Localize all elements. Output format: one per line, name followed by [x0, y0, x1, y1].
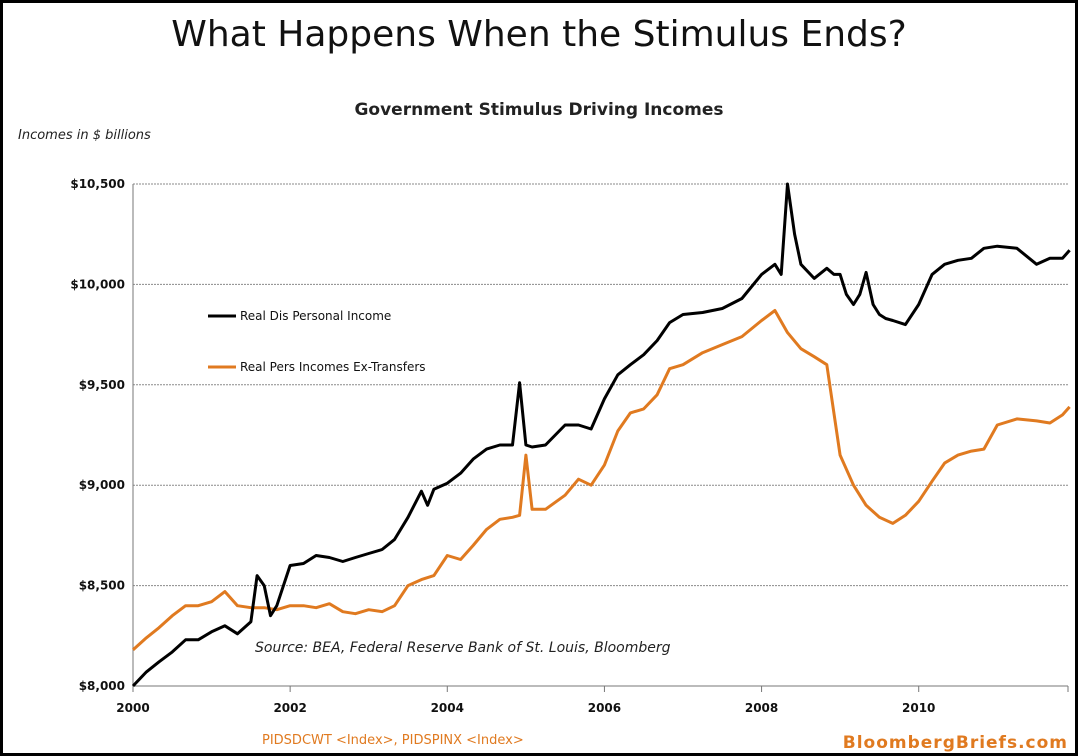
y-tick-label: $10,500: [70, 177, 125, 191]
brand-watermark: BloombergBriefs.com: [842, 733, 1068, 753]
y-tick-label: $9,000: [79, 478, 125, 492]
series-line-real-pers-incomes-ex-transfers: [131, 309, 1071, 652]
chart-title: What Happens When the Stimulus Ends?: [171, 14, 907, 55]
x-tick-label: 2008: [745, 701, 778, 715]
series-line-real-dis-personal-income: [131, 182, 1071, 688]
source-note: Source: BEA, Federal Reserve Bank of St.…: [255, 640, 671, 656]
x-tick-label: 2010: [902, 701, 935, 715]
y-tick-label: $8,000: [79, 679, 125, 693]
legend-label: Real Pers Incomes Ex-Transfers: [240, 360, 426, 374]
legend-label: Real Dis Personal Income: [240, 309, 391, 323]
chart-subtitle: Government Stimulus Driving Incomes: [354, 100, 724, 120]
x-tick-label: 2002: [273, 701, 306, 715]
y-tick-label: $10,000: [70, 277, 125, 291]
x-tick-label: 2006: [588, 701, 621, 715]
ticker-codes: PIDSDCWT <Index>, PIDSPINX <Index>: [262, 733, 524, 748]
y-tick-label: $8,500: [79, 579, 125, 593]
x-tick-label: 2004: [431, 701, 464, 715]
y-axis-label: Incomes in $ billions: [18, 128, 151, 143]
y-tick-label: $9,500: [79, 378, 125, 392]
x-tick-label: 2000: [116, 701, 149, 715]
